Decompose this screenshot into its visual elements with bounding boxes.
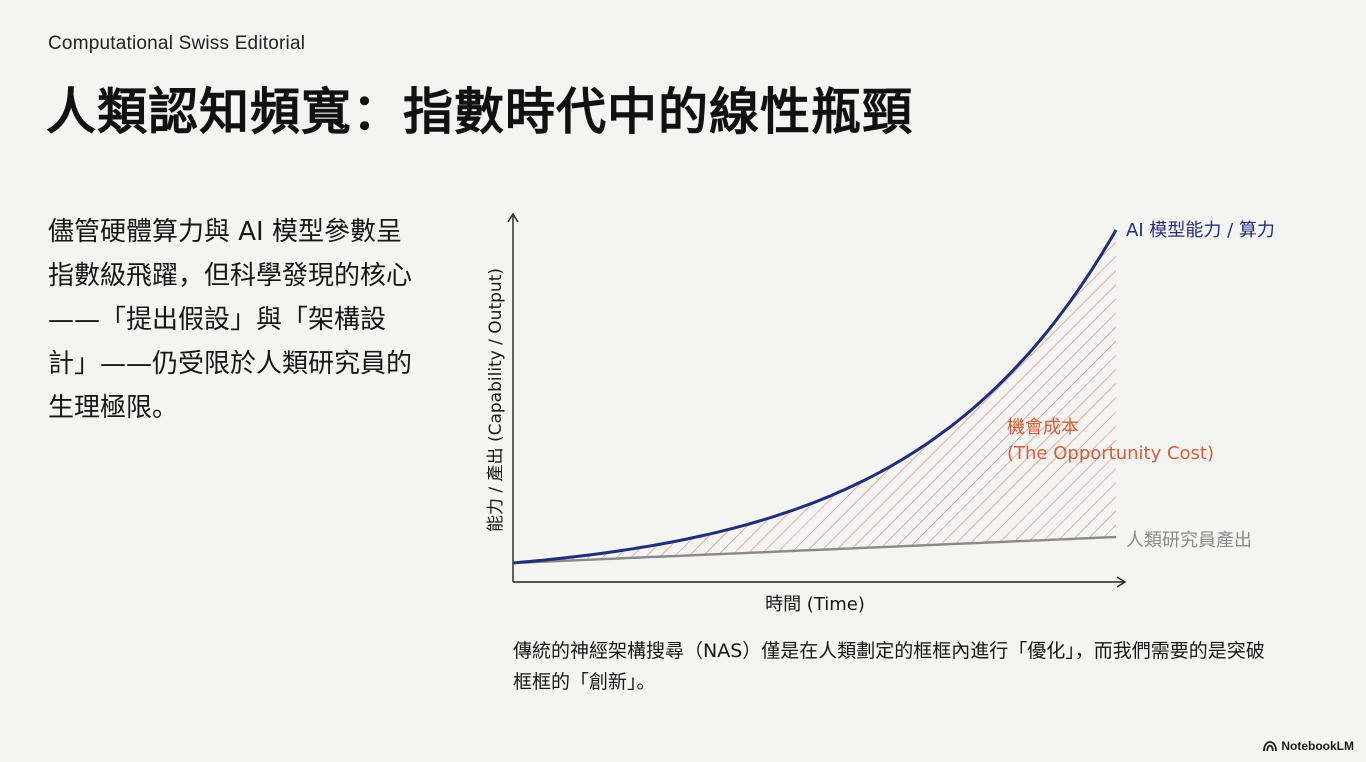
y-axis-label: 能力 / 產出 (Capability / Output) [486, 268, 506, 532]
brand-badge: NotebookLM [1263, 739, 1354, 753]
brand-name: NotebookLM [1281, 739, 1354, 753]
opportunity-cost-area [513, 230, 1116, 563]
series-label-ai-capability: AI 模型能力 / 算力 [1126, 220, 1275, 241]
x-axis-label: 時間 (Time) [765, 594, 865, 615]
notebooklm-logo-icon [1263, 740, 1278, 751]
annotation-opportunity-cost-zh: 機會成本 [1007, 417, 1079, 438]
x-axis-arrow-icon [1116, 576, 1127, 588]
page-title: 人類認知頻寬：指數時代中的線性瓶頸 [46, 83, 913, 141]
lead-paragraph: 儘管硬體算力與 AI 模型參數呈指數級飛躍，但科學發現的核心——「提出假設」與「… [48, 217, 413, 423]
growth-gap-chart: AI 模型能力 / 算力 人類研究員產出 機會成本 (The Opportuni… [486, 212, 1275, 615]
chart-caption: 傳統的神經架構搜尋（NAS）僅是在人類劃定的框框內進行「優化」，而我們需要的是突… [513, 640, 1265, 693]
y-axis-arrow-icon [507, 212, 519, 223]
annotation-opportunity-cost-en: (The Opportunity Cost) [1007, 443, 1214, 464]
series-line-human-output [512, 535, 1117, 565]
eyebrow-label: Computational Swiss Editorial [48, 33, 306, 54]
series-line-ai-capability [512, 229, 1118, 565]
series-label-human-output: 人類研究員產出 [1126, 530, 1252, 551]
